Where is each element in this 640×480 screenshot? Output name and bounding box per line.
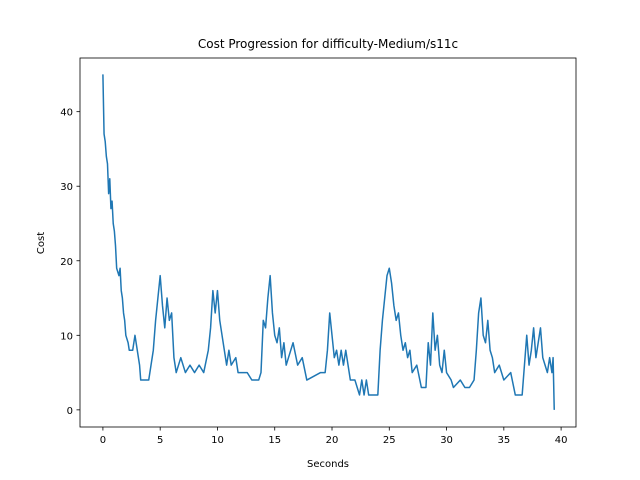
x-tick-label: 15 (268, 435, 281, 446)
x-tick-label: 10 (211, 435, 224, 446)
x-tick-label: 40 (555, 435, 568, 446)
x-tick-label: 30 (440, 435, 453, 446)
axes-frame (79, 57, 577, 428)
x-tick-label: 0 (100, 435, 106, 446)
y-axis-label: Cost (36, 232, 47, 254)
x-tick-label: 5 (157, 435, 163, 446)
y-tick-label: 10 (60, 331, 73, 342)
y-tick-label: 30 (60, 182, 73, 193)
y-tick-label: 40 (60, 108, 73, 119)
chart-title: Cost Progression for difficulty-Medium/s… (198, 37, 458, 51)
y-tick-label: 0 (67, 406, 73, 417)
y-tick-label: 20 (60, 257, 73, 268)
x-tick-label: 20 (326, 435, 339, 446)
x-axis-label: Seconds (307, 459, 349, 470)
data-line (102, 74, 555, 410)
x-tick-label: 25 (383, 435, 396, 446)
x-tick-label: 35 (497, 435, 510, 446)
